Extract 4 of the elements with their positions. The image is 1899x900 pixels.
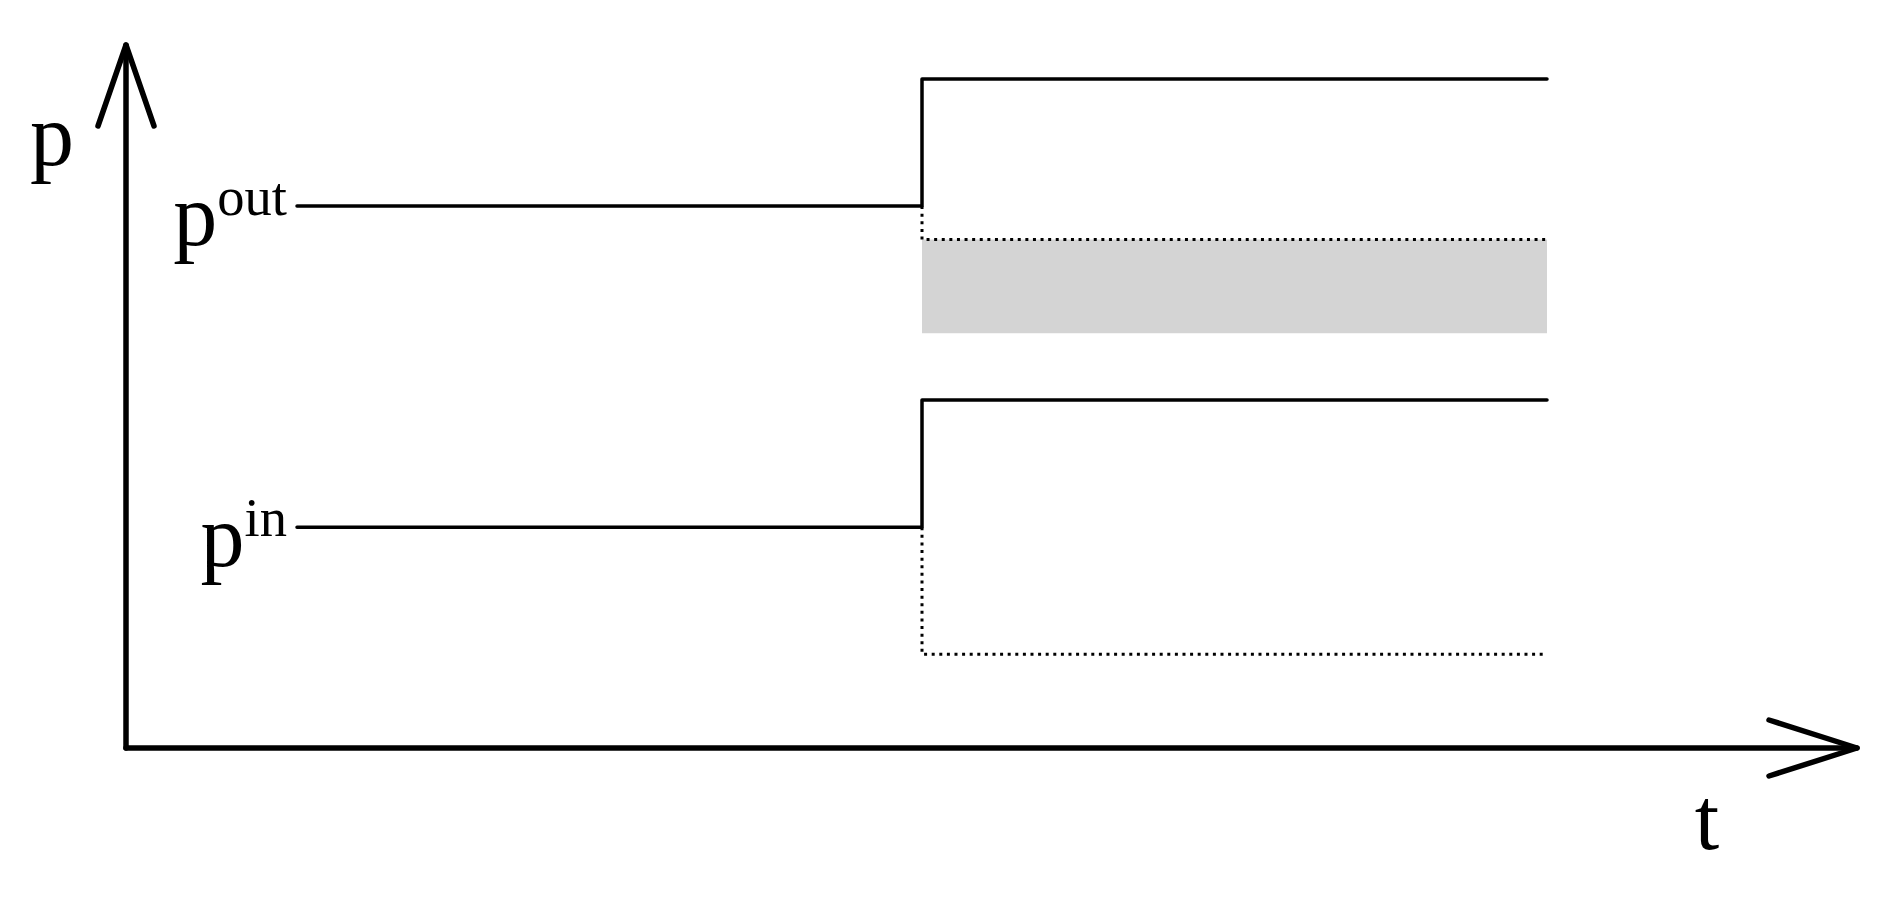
- series-label: p$^{in}$: [200, 487, 287, 586]
- x-axis-title: t: [1694, 771, 1720, 868]
- y-axis-title: p: [30, 87, 74, 184]
- legend-label: p$^{out}$: [173, 166, 287, 265]
